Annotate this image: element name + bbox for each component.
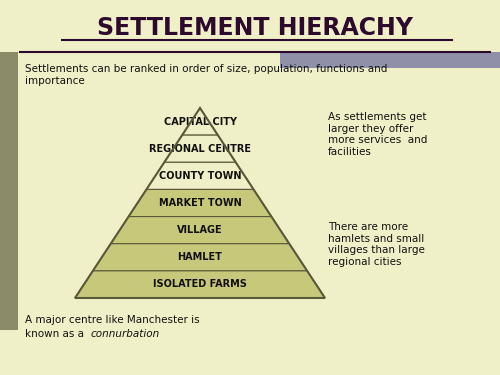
Text: known as a: known as a bbox=[25, 329, 88, 339]
Text: HAMLET: HAMLET bbox=[178, 252, 222, 262]
Text: There are more
hamlets and small
villages than large
regional cities: There are more hamlets and small village… bbox=[328, 222, 425, 267]
Bar bbox=[0, 52, 18, 330]
Polygon shape bbox=[164, 135, 236, 162]
Text: COUNTY TOWN: COUNTY TOWN bbox=[159, 171, 241, 181]
Text: ISOLATED FARMS: ISOLATED FARMS bbox=[153, 279, 247, 290]
Polygon shape bbox=[75, 271, 325, 298]
Bar bbox=[280, 52, 500, 68]
Polygon shape bbox=[110, 217, 290, 244]
Text: A major centre like Manchester is: A major centre like Manchester is bbox=[25, 315, 200, 325]
Polygon shape bbox=[128, 189, 272, 217]
Text: As settlements get
larger they offer
more services  and
facilities: As settlements get larger they offer mor… bbox=[328, 112, 428, 157]
Text: MARKET TOWN: MARKET TOWN bbox=[158, 198, 242, 208]
Text: CAPITAL CITY: CAPITAL CITY bbox=[164, 117, 236, 127]
Polygon shape bbox=[93, 244, 307, 271]
Polygon shape bbox=[182, 108, 218, 135]
Polygon shape bbox=[146, 162, 254, 189]
Text: VILLAGE: VILLAGE bbox=[177, 225, 223, 235]
Text: SETTLEMENT HIERACHY: SETTLEMENT HIERACHY bbox=[97, 16, 413, 40]
Text: REGIONAL CENTRE: REGIONAL CENTRE bbox=[149, 144, 251, 154]
Text: connurbation: connurbation bbox=[91, 329, 160, 339]
Text: Settlements can be ranked in order of size, population, functions and
importance: Settlements can be ranked in order of si… bbox=[25, 64, 388, 86]
